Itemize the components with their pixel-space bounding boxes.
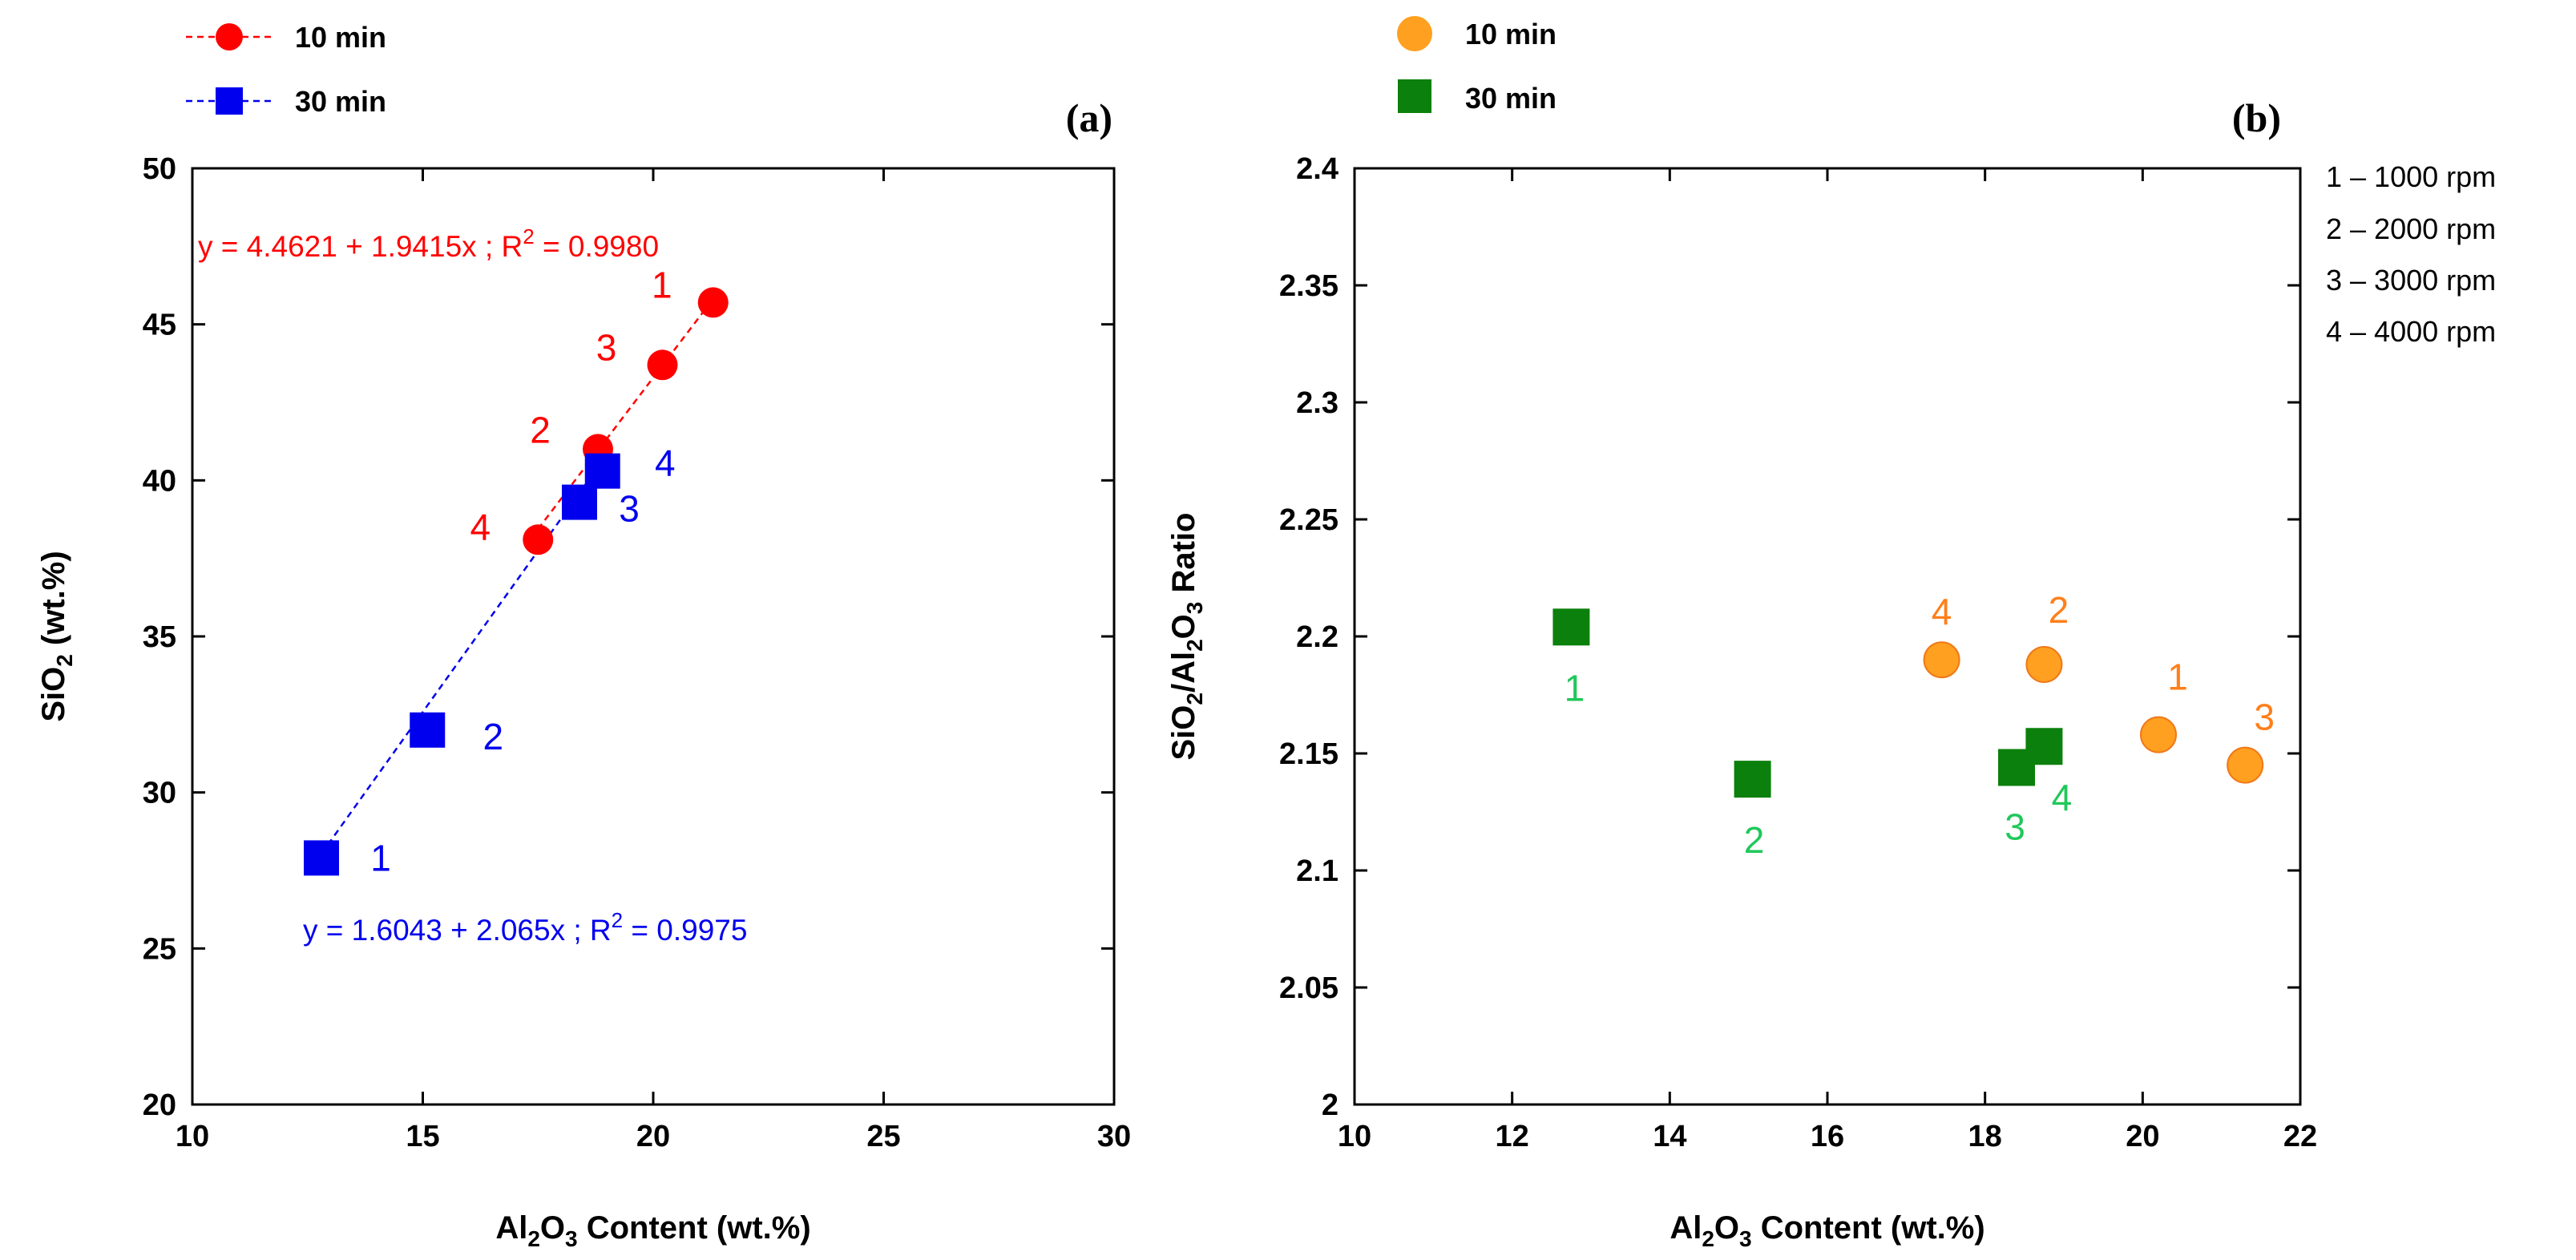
rpm-legend-item-4: 4 – 4000 rpm [2326,315,2496,348]
legend-label-a-10min: 10 min [295,21,386,54]
x-tick-label: 14 [1653,1120,1686,1153]
legend-item-b-10min: 10 min [1397,16,1557,51]
y-tick-label: 20 [143,1088,176,1122]
data-point-square [304,840,339,876]
equation-10min-tail: = 0.9980 [535,230,659,263]
legend-label-b-30min: 30 min [1465,82,1557,115]
legend-item-b-30min: 30 min [1398,79,1557,115]
x-tick-label: 20 [2126,1120,2159,1153]
legend-marker-circle [1397,16,1432,51]
x-tick-label: 12 [1496,1120,1529,1153]
data-point-label: 2 [482,716,503,757]
rpm-legend: 1 – 1000 rpm 2 – 2000 rpm 3 – 3000 rpm 4… [2326,160,2496,348]
data-point-label: 3 [2254,697,2275,738]
rpm-legend-item-3: 3 – 3000 rpm [2326,264,2496,297]
data-point-square [2025,728,2063,765]
data-point-circle [2227,746,2264,784]
data-point-label: 2 [530,409,551,450]
data-point-circle [523,524,554,555]
panel-label-a: (a) [1066,95,1112,140]
x-tick-label: 15 [406,1120,439,1153]
data-point-square [410,712,446,748]
data-point-label: 2 [1744,819,1765,861]
y-tick-label: 2.35 [1279,269,1338,303]
equation-10min-sup: 2 [523,224,534,248]
data-point-circle [2025,646,2063,684]
data-point-label: 4 [470,506,491,547]
y-tick-label: 50 [143,152,176,186]
x-tick-label: 25 [866,1120,900,1153]
equation-30min-sup: 2 [612,908,623,932]
equation-30min-tail: = 0.9975 [623,914,747,947]
panel-label-b: (b) [2232,95,2281,140]
y-tick-label: 2.2 [1296,620,1338,654]
data-point-label: 3 [2005,806,2025,848]
y-tick-label: 40 [143,464,176,498]
legend-marker-square [1398,79,1431,113]
legend-marker-square [216,87,243,115]
y-tick-label: 25 [143,932,176,966]
plot-area-a [191,167,1116,1106]
y-tick-label: 2.15 [1279,737,1338,771]
x-tick-label: 10 [1338,1120,1371,1153]
data-point-label: 4 [2052,777,2073,818]
x-tick-label: 18 [1968,1120,2002,1153]
y-tick-label: 2 [1322,1088,1338,1122]
data-point-label: 1 [370,837,391,878]
data-point-circle [1923,641,1960,679]
data-point-square [562,484,597,520]
data-point-square [584,453,620,489]
y-tick-label: 2.4 [1296,152,1338,186]
legend-label-a-30min: 30 min [295,85,386,118]
rpm-legend-item-1: 1 – 1000 rpm [2326,160,2496,193]
data-point-circle [697,287,729,318]
data-point-circle [2140,716,2177,753]
y-tick-label: 2.1 [1296,854,1338,888]
data-point-label: 3 [619,488,640,530]
legend-marker-circle [216,23,243,50]
y-tick-label: 35 [143,620,176,654]
equation-30min: y = 1.6043 + 2.065x ; R2 = 0.9975 [303,908,747,947]
legend-b: 10 min 30 min [1397,16,1557,115]
x-tick-label: 16 [1811,1120,1844,1153]
data-point-label: 1 [2167,656,2188,698]
legend-item-a-30min: 30 min [186,85,386,118]
equation-10min-main: y = 4.4621 + 1.9415x ; R [198,230,523,263]
data-point-label: 1 [652,264,672,305]
x-axis-title-b: Al2O3 Content (wt.%) [1670,1210,1984,1251]
y-tick-label: 30 [143,777,176,810]
data-point-square [1734,761,1771,798]
y-axis-title-a: SiO2 (wt.%) [36,551,77,721]
y-tick-label: 2.3 [1296,386,1338,420]
x-tick-label: 22 [2283,1120,2317,1153]
x-tick-label: 30 [1097,1120,1131,1153]
equation-10min: y = 4.4621 + 1.9415x ; R2 = 0.9980 [198,224,659,263]
plot-area-b [1353,167,2302,1106]
rpm-legend-item-2: 2 – 2000 rpm [2326,212,2496,245]
x-tick-label: 10 [176,1120,209,1153]
data-point-label: 4 [1932,591,1952,632]
data-point-label: 4 [655,442,676,484]
y-tick-label: 45 [143,309,176,342]
x-tick-label: 20 [636,1120,670,1153]
data-point-label: 3 [596,326,617,368]
data-point-label: 1 [1565,667,1585,709]
y-axis-title-b: SiO2/Al2O3 Ratio [1166,512,1207,760]
data-point-circle [647,349,678,381]
equation-30min-main: y = 1.6043 + 2.065x ; R [303,914,612,947]
chart-panel-b: 10 12 14 16 18 20 2222.052.12.152.22.252.32.35… [1166,16,2496,1251]
legend-item-a-10min: 10 min [186,21,386,54]
x-axis-title-a: Al2O3 Content (wt.%) [495,1210,810,1251]
y-tick-label: 2.05 [1279,971,1338,1005]
data-point-square [1552,608,1590,646]
data-point-label: 2 [2049,589,2069,631]
fit-line-30min [320,459,604,854]
legend-a: 10 min 30 min [186,21,386,118]
y-tick-label: 2.25 [1279,503,1338,537]
legend-label-b-10min: 10 min [1465,18,1557,50]
